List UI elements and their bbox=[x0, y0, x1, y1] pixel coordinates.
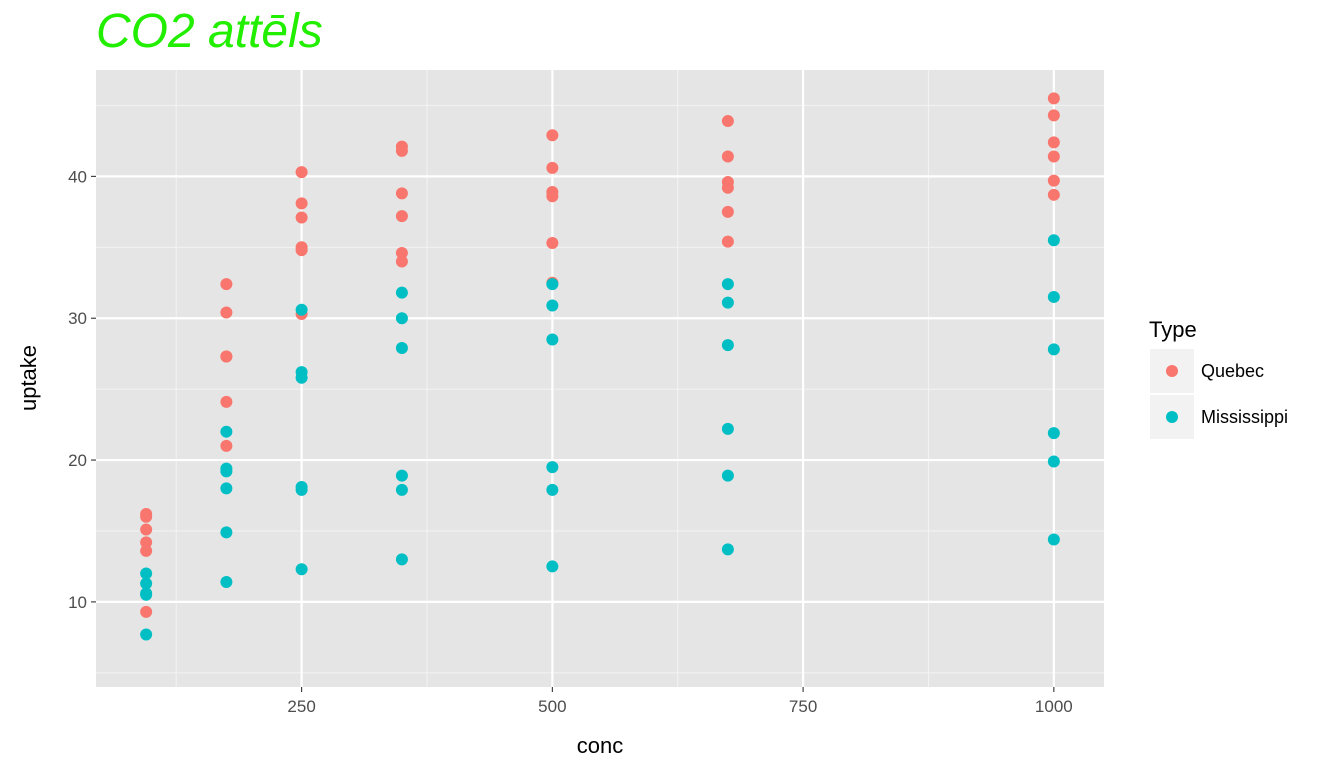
data-point bbox=[295, 563, 308, 576]
data-point bbox=[295, 371, 308, 384]
y-tick-label: 20 bbox=[68, 451, 87, 470]
data-point bbox=[721, 469, 734, 482]
data-point bbox=[140, 588, 153, 601]
x-tick-label: 1000 bbox=[1035, 697, 1073, 716]
y-tick-label: 40 bbox=[68, 167, 87, 186]
data-point bbox=[1047, 174, 1060, 187]
data-point bbox=[140, 577, 153, 590]
data-point bbox=[721, 150, 734, 163]
x-tick-label: 750 bbox=[789, 697, 817, 716]
legend-label: Mississippi bbox=[1201, 407, 1288, 427]
y-tick-label: 10 bbox=[68, 593, 87, 612]
x-axis-title: conc bbox=[577, 733, 623, 758]
legend: Type Quebec Mississippi bbox=[1149, 317, 1288, 439]
data-point bbox=[721, 181, 734, 194]
data-point bbox=[546, 299, 559, 312]
data-point bbox=[546, 129, 559, 142]
data-point bbox=[721, 296, 734, 309]
data-points bbox=[140, 92, 1060, 641]
data-point bbox=[721, 205, 734, 218]
data-point bbox=[295, 244, 308, 257]
data-point bbox=[140, 523, 153, 536]
y-axis-title: uptake bbox=[16, 345, 41, 411]
data-point bbox=[546, 560, 559, 573]
data-point bbox=[295, 211, 308, 224]
data-point bbox=[220, 576, 233, 589]
chart-title: CO2 attēls bbox=[96, 5, 323, 58]
data-point bbox=[220, 395, 233, 408]
data-point bbox=[140, 567, 153, 580]
legend-key-point bbox=[1166, 365, 1178, 377]
data-point bbox=[220, 482, 233, 495]
data-point bbox=[220, 425, 233, 438]
data-point bbox=[546, 333, 559, 346]
data-point bbox=[220, 439, 233, 452]
data-point bbox=[295, 166, 308, 179]
legend-key-point bbox=[1166, 411, 1178, 423]
data-point bbox=[1047, 150, 1060, 163]
data-point bbox=[395, 286, 408, 299]
data-point bbox=[220, 526, 233, 539]
data-point bbox=[721, 278, 734, 291]
data-point bbox=[1047, 343, 1060, 356]
data-point bbox=[140, 605, 153, 618]
data-point bbox=[1047, 136, 1060, 149]
data-point bbox=[1047, 188, 1060, 201]
data-point bbox=[220, 278, 233, 291]
axis-ticks: 250 500 750 1000 10 20 30 40 bbox=[68, 167, 1073, 716]
legend-title: Type bbox=[1149, 317, 1197, 342]
data-point bbox=[220, 350, 233, 363]
data-point bbox=[721, 422, 734, 435]
data-point bbox=[721, 543, 734, 556]
data-point bbox=[140, 536, 153, 549]
data-point bbox=[395, 255, 408, 268]
data-point bbox=[295, 303, 308, 316]
data-point bbox=[1047, 427, 1060, 440]
data-point bbox=[721, 235, 734, 248]
data-point bbox=[1047, 533, 1060, 546]
data-point bbox=[1047, 92, 1060, 105]
data-point bbox=[546, 190, 559, 203]
data-point bbox=[140, 544, 153, 557]
data-point bbox=[395, 144, 408, 157]
data-point bbox=[395, 210, 408, 223]
data-point bbox=[546, 237, 559, 250]
x-tick-label: 250 bbox=[287, 697, 315, 716]
data-point bbox=[1047, 455, 1060, 468]
data-point bbox=[1047, 109, 1060, 122]
data-point bbox=[295, 483, 308, 496]
data-point bbox=[295, 197, 308, 210]
data-point bbox=[395, 312, 408, 325]
data-point bbox=[546, 461, 559, 474]
data-point bbox=[395, 246, 408, 259]
data-point bbox=[721, 339, 734, 352]
data-point bbox=[220, 465, 233, 478]
y-tick-label: 30 bbox=[68, 309, 87, 328]
minor-gridlines bbox=[96, 70, 1104, 687]
legend-label: Quebec bbox=[1201, 361, 1264, 381]
x-tick-label: 500 bbox=[538, 697, 566, 716]
data-point bbox=[546, 483, 559, 496]
panel-background bbox=[96, 70, 1104, 687]
data-point bbox=[1047, 290, 1060, 303]
data-point bbox=[546, 161, 559, 174]
data-point bbox=[395, 483, 408, 496]
data-point bbox=[546, 278, 559, 291]
data-point bbox=[1047, 234, 1060, 247]
data-point bbox=[395, 342, 408, 355]
data-point bbox=[395, 553, 408, 566]
data-point bbox=[395, 187, 408, 200]
data-point bbox=[220, 306, 233, 319]
data-point bbox=[140, 628, 153, 641]
data-point bbox=[140, 510, 153, 523]
data-point bbox=[395, 469, 408, 482]
data-point bbox=[721, 115, 734, 128]
